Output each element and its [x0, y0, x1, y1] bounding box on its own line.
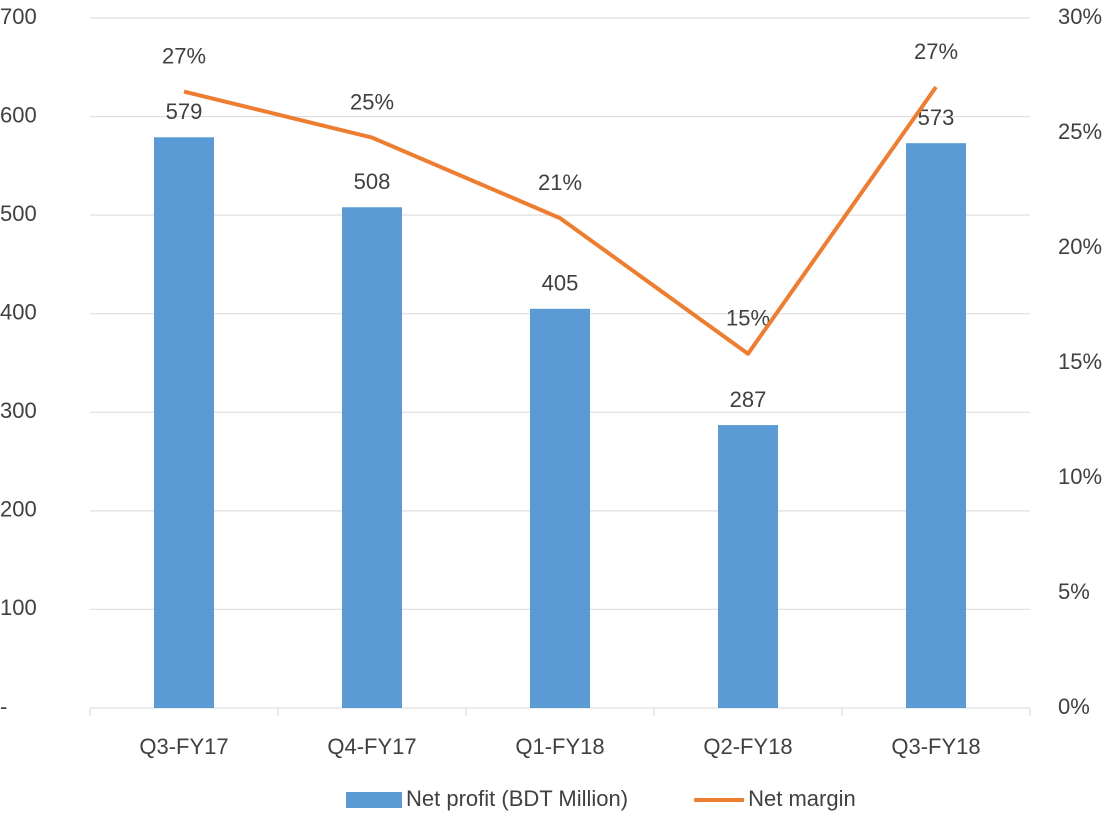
x-tick-label: Q3-FY18 [891, 734, 980, 759]
x-tick-label: Q1-FY18 [515, 734, 604, 759]
line-value-label: 15% [726, 306, 770, 331]
y2-tick-label: 30% [1058, 4, 1102, 29]
line-value-label: 27% [914, 39, 958, 64]
y2-tick-label: 0% [1058, 694, 1090, 719]
bar-value-label: 579 [166, 99, 203, 124]
y-tick-label: 400 [0, 300, 37, 325]
bar [718, 425, 778, 708]
y2-tick-label: 5% [1058, 579, 1090, 604]
bar-value-label: 287 [730, 387, 767, 412]
bar [342, 207, 402, 708]
y-tick-label: 300 [0, 398, 37, 423]
y2-tick-label: 15% [1058, 349, 1102, 374]
x-tick-label: Q3-FY17 [139, 734, 228, 759]
bar-value-label: 508 [354, 169, 391, 194]
y-tick-label: 600 [0, 102, 37, 127]
x-tick-label: Q4-FY17 [327, 734, 416, 759]
y-tick-label: 500 [0, 201, 37, 226]
bar [154, 137, 214, 708]
y2-tick-label: 20% [1058, 234, 1102, 259]
y2-tick-label: 10% [1058, 464, 1102, 489]
legend-label: Net profit (BDT Million) [406, 786, 628, 811]
y2-tick-label: 25% [1058, 119, 1102, 144]
line-value-label: 25% [350, 89, 394, 114]
line-value-label: 27% [162, 43, 206, 68]
bar [906, 143, 966, 708]
y-tick-label: - [0, 694, 7, 719]
line [183, 85, 938, 356]
y-tick-label: 200 [0, 497, 37, 522]
legend-label: Net margin [748, 786, 856, 811]
bar-value-label: 405 [542, 271, 579, 296]
x-tick-label: Q2-FY18 [703, 734, 792, 759]
bar-value-label: 573 [918, 105, 955, 130]
legend-swatch [346, 792, 402, 808]
y-tick-label: 100 [0, 595, 37, 620]
line-value-label: 21% [538, 170, 582, 195]
bar [530, 308, 590, 708]
y-tick-label: 700 [0, 4, 37, 29]
